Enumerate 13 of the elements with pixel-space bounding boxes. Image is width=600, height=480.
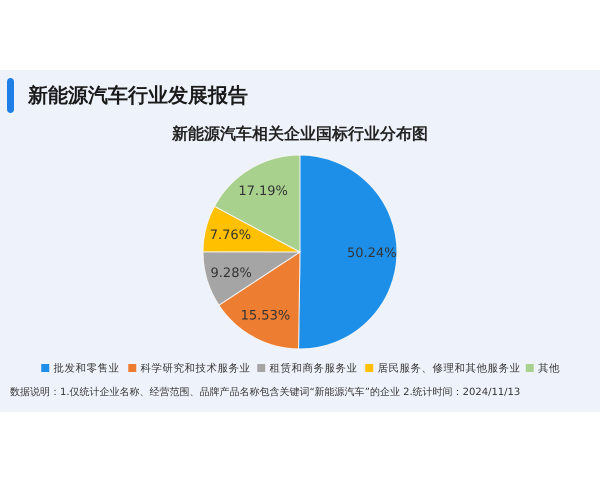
data-label: 17.19% bbox=[238, 184, 288, 199]
text: 数据说明：1.仅统计企业名称、经营范围、品牌产品名称包含关键词“新能源汽车”的企业 2.统计时间：2024/11/13 bbox=[10, 386, 520, 398]
legend-label: 批发和零售业 bbox=[53, 362, 120, 375]
legend-label: 租赁和商务服务业 bbox=[269, 362, 358, 375]
data-label: 50.24% bbox=[346, 246, 397, 262]
legend-label: 居民服务、修理和其他服务业 bbox=[377, 362, 520, 375]
legend-label: 科学研究和技术服务业 bbox=[140, 362, 250, 375]
data-label: 9.28% bbox=[210, 266, 252, 281]
data-label: 7.76% bbox=[210, 228, 252, 244]
data-label: 15.53% bbox=[240, 308, 290, 324]
chart-title: 新能源汽车行业发展报告 bbox=[27, 83, 248, 107]
chart-subtitle: 新能源汽车相关企业国标行业分布图 bbox=[171, 124, 428, 143]
legend-label: 其他 bbox=[538, 362, 560, 375]
